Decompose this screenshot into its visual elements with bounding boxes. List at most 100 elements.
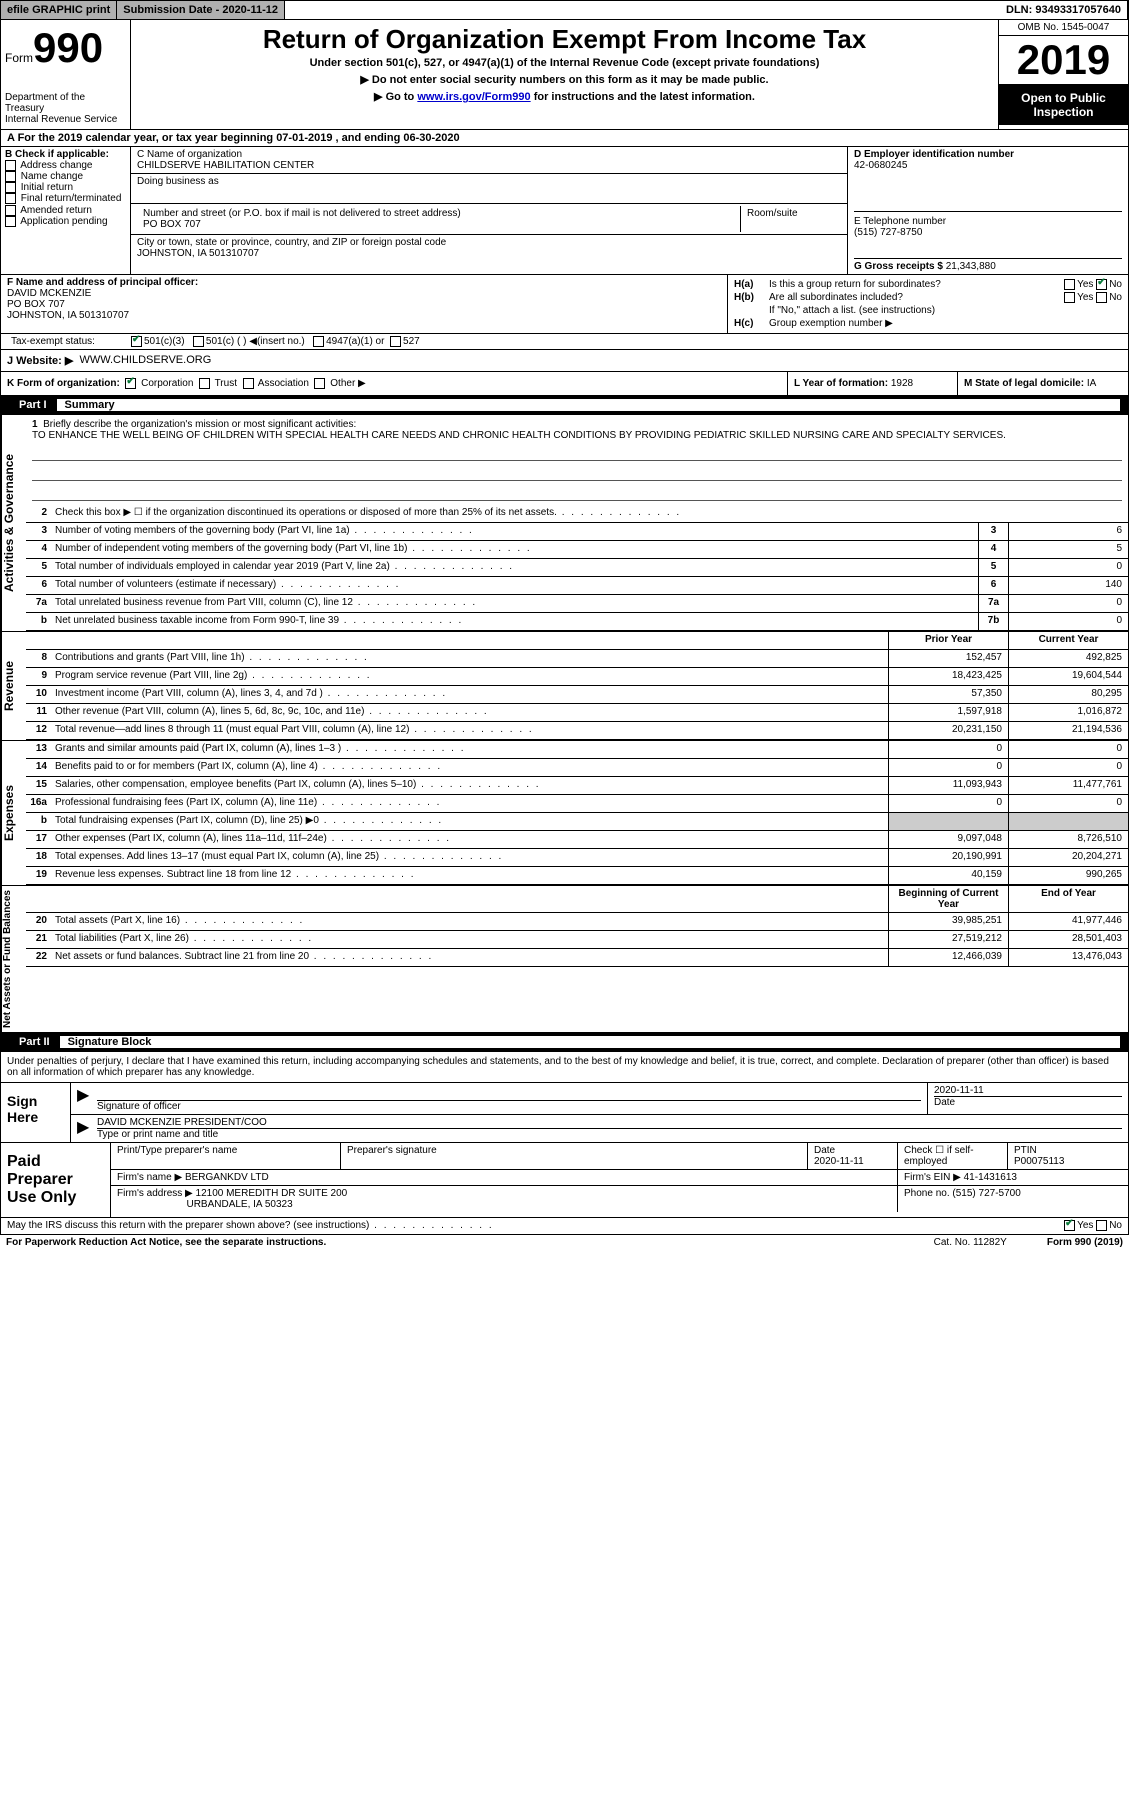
side-label-revenue: Revenue — [1, 632, 26, 740]
firm-ein: 41-1431613 — [964, 1172, 1017, 1183]
begin-year-header: Beginning of Current Year — [888, 886, 1008, 912]
other-checkbox[interactable] — [314, 378, 325, 389]
firm-addr2: URBANDALE, IA 50323 — [186, 1199, 292, 1210]
gross-value: 21,343,880 — [946, 261, 996, 272]
hb-label: H(b) — [734, 292, 769, 303]
end-year-header: End of Year — [1008, 886, 1128, 912]
signature-date: 2020-11-11 — [934, 1085, 1122, 1097]
data-line: 18Total expenses. Add lines 13–17 (must … — [26, 849, 1128, 867]
signature-declaration: Under penalties of perjury, I declare th… — [0, 1052, 1129, 1083]
527-checkbox[interactable] — [390, 336, 401, 347]
side-label-net: Net Assets or Fund Balances — [1, 886, 26, 1032]
ha-checkboxes[interactable]: Yes No — [1064, 279, 1122, 290]
room-label: Room/suite — [741, 206, 841, 232]
box-b-option[interactable]: Name change — [5, 171, 126, 182]
data-line: 9Program service revenue (Part VIII, lin… — [26, 668, 1128, 686]
officer-name-label: Type or print name and title — [97, 1129, 1122, 1140]
tax-period: A For the 2019 calendar year, or tax yea… — [0, 130, 1129, 147]
gross-label: G Gross receipts $ — [854, 261, 943, 272]
ha-label: H(a) — [734, 279, 769, 290]
hb-note: If "No," attach a list. (see instruction… — [769, 305, 1122, 316]
officer-addr2: JOHNSTON, IA 501310707 — [7, 310, 721, 321]
firm-addr1: 12100 MEREDITH DR SUITE 200 — [196, 1188, 348, 1199]
data-line: 11Other revenue (Part VIII, column (A), … — [26, 704, 1128, 722]
revenue-section: Revenue Prior Year Current Year 8Contrib… — [0, 632, 1129, 741]
instruction-line-2: ▶ Go to www.irs.gov/Form990 for instruct… — [135, 90, 994, 103]
form-number: Form990 — [5, 24, 126, 72]
main-title: Return of Organization Exempt From Incom… — [135, 24, 994, 55]
hc-label: H(c) — [734, 318, 769, 329]
mission-text: TO ENHANCE THE WELL BEING OF CHILDREN WI… — [32, 430, 1006, 441]
paid-preparer-block: Paid Preparer Use Only Print/Type prepar… — [0, 1143, 1129, 1218]
signature-date-label: Date — [934, 1097, 1122, 1108]
irs-discuss-row: May the IRS discuss this return with the… — [0, 1218, 1129, 1234]
sign-here-block: Sign Here ▶ Signature of officer 2020-11… — [0, 1083, 1129, 1143]
data-line: 12Total revenue—add lines 8 through 11 (… — [26, 722, 1128, 740]
entity-info-section: B Check if applicable: Address change Na… — [0, 147, 1129, 275]
ptin: P00075113 — [1014, 1156, 1064, 1167]
net-assets-section: Net Assets or Fund Balances Beginning of… — [0, 886, 1129, 1033]
box-b-option[interactable]: Application pending — [5, 216, 126, 227]
year-formation: 1928 — [891, 378, 913, 389]
name-arrow-icon: ▶ — [71, 1115, 91, 1142]
gov-line: 4Number of independent voting members of… — [26, 541, 1128, 559]
gov-line: 7aTotal unrelated business revenue from … — [26, 595, 1128, 613]
gov-line: 5Total number of individuals employed in… — [26, 559, 1128, 577]
firm-phone: (515) 727-5700 — [952, 1188, 1020, 1199]
data-line: 21Total liabilities (Part X, line 26)27,… — [26, 931, 1128, 949]
department-label: Department of the Treasury Internal Reve… — [5, 92, 126, 125]
subtitle: Under section 501(c), 527, or 4947(a)(1)… — [135, 57, 994, 69]
corp-checkbox[interactable] — [125, 378, 136, 389]
irs-link[interactable]: www.irs.gov/Form990 — [417, 91, 530, 103]
officer-addr1: PO BOX 707 — [7, 299, 721, 310]
hc-text: Group exemption number ▶ — [769, 318, 1122, 329]
data-line: 19Revenue less expenses. Subtract line 1… — [26, 867, 1128, 885]
gov-line: 3Number of voting members of the governi… — [26, 523, 1128, 541]
data-line: 20Total assets (Part X, line 16)39,985,2… — [26, 913, 1128, 931]
preparer-sig-label: Preparer's signature — [341, 1143, 808, 1169]
box-b-option[interactable]: Amended return — [5, 205, 126, 216]
tax-year: 2019 — [999, 36, 1128, 85]
city-label: City or town, state or province, country… — [137, 237, 841, 248]
irs-discuss-checkboxes[interactable]: Yes No — [1064, 1220, 1122, 1231]
public-inspection-badge: Open to Public Inspection — [999, 85, 1128, 125]
efile-print-button[interactable]: efile GRAPHIC print — [1, 1, 117, 19]
box-b-option[interactable]: Initial return — [5, 182, 126, 193]
side-label-expenses: Expenses — [1, 741, 26, 885]
4947-checkbox[interactable] — [313, 336, 324, 347]
org-name-label: C Name of organization — [137, 149, 841, 160]
ein-value: 42-0680245 — [854, 160, 1122, 171]
data-line: 16aProfessional fundraising fees (Part I… — [26, 795, 1128, 813]
addr-value: PO BOX 707 — [143, 219, 734, 230]
gov-line: 2Check this box ▶ ☐ if the organization … — [26, 505, 1128, 523]
part2-header: Part II Signature Block — [0, 1033, 1129, 1052]
efile-header: efile GRAPHIC print Submission Date - 20… — [0, 0, 1129, 20]
assoc-checkbox[interactable] — [243, 378, 254, 389]
data-line: 22Net assets or fund balances. Subtract … — [26, 949, 1128, 967]
preparer-name-label: Print/Type preparer's name — [111, 1143, 341, 1169]
addr-label: Number and street (or P.O. box if mail i… — [143, 208, 734, 219]
box-b-option[interactable]: Address change — [5, 160, 126, 171]
submission-date: Submission Date - 2020-11-12 — [117, 1, 285, 19]
box-b-option[interactable]: Final return/terminated — [5, 193, 126, 204]
ha-text: Is this a group return for subordinates? — [769, 279, 1064, 290]
data-line: 13Grants and similar amounts paid (Part … — [26, 741, 1128, 759]
501c-checkbox[interactable] — [193, 336, 204, 347]
officer-print-name: DAVID MCKENZIE PRESIDENT/COO — [97, 1117, 1122, 1129]
trust-checkbox[interactable] — [199, 378, 210, 389]
signature-arrow-icon: ▶ — [71, 1083, 91, 1114]
part1-header: Part I Summary — [0, 396, 1129, 415]
omb-number: OMB No. 1545-0047 — [999, 20, 1128, 36]
activities-governance-section: Activities & Governance 1 Briefly descri… — [0, 415, 1129, 632]
form-org-row: K Form of organization: Corporation Trus… — [0, 372, 1129, 396]
hb-text: Are all subordinates included? — [769, 292, 1064, 303]
org-name: CHILDSERVE HABILITATION CENTER — [137, 160, 841, 171]
city-value: JOHNSTON, IA 501310707 — [137, 248, 841, 259]
data-line: bTotal fundraising expenses (Part IX, co… — [26, 813, 1128, 831]
self-employed-check[interactable]: Check ☐ if self-employed — [898, 1143, 1008, 1169]
data-line: 17Other expenses (Part IX, column (A), l… — [26, 831, 1128, 849]
501c3-checkbox[interactable] — [131, 336, 142, 347]
page-footer: For Paperwork Reduction Act Notice, see … — [0, 1235, 1129, 1250]
website-value: WWW.CHILDSERVE.ORG — [79, 354, 211, 367]
hb-checkboxes[interactable]: Yes No — [1064, 292, 1122, 303]
